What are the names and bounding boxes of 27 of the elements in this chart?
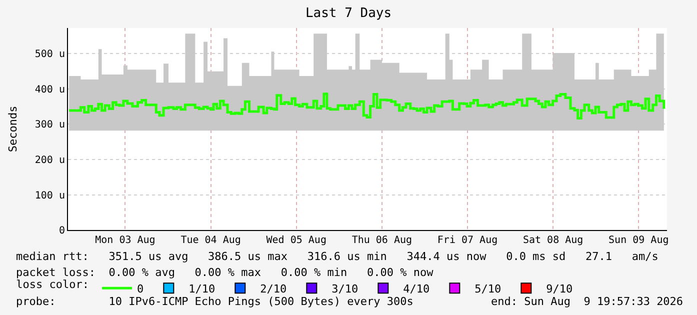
legend-title: loss color: bbox=[16, 278, 90, 291]
legend-label: 3/10 bbox=[332, 282, 358, 296]
legend-label: 2/10 bbox=[260, 282, 287, 296]
x-tick-label: Wed 05 Aug bbox=[266, 235, 326, 246]
x-tick-label: Fri 07 Aug bbox=[437, 235, 498, 246]
x-tick-label: Mon 03 Aug bbox=[95, 235, 156, 246]
text: end: Sun Aug 9 19:57:33 2026 bbox=[491, 295, 684, 308]
y-tick-label: 500 u bbox=[34, 49, 65, 60]
legend-label: 4/10 bbox=[403, 282, 430, 296]
text: packet loss: 0.00 % avg 0.00 % max 0.00 % min 0.00 % now bbox=[16, 266, 434, 279]
y-tick-label: 400 u bbox=[34, 84, 65, 96]
x-tick-label: Sun 09 Aug bbox=[608, 235, 669, 246]
text: probe: 10 IPv6-ICMP Echo Pings (500 Bytes) every 300s bbox=[16, 295, 414, 308]
x-tick-label: Thu 06 Aug bbox=[352, 235, 412, 246]
legend-label: 0 bbox=[137, 282, 144, 296]
y-axis-title: Seconds bbox=[6, 106, 20, 152]
legend-label: 1/10 bbox=[188, 282, 216, 296]
x-tick-label: Tue 04 Aug bbox=[180, 235, 241, 246]
text: median rtt: 351.5 us avg 386.5 us max 316.6 us min 344.4 us now 0.0 ms sd 27.1 am/s bbox=[16, 250, 658, 263]
y-tick-label: 0 bbox=[58, 226, 65, 236]
chart-title: Last 7 Days bbox=[305, 6, 392, 22]
y-tick-label: 100 u bbox=[34, 190, 65, 202]
x-tick-label: Sat 08 Aug bbox=[522, 235, 584, 246]
legend-label: 9/10 bbox=[546, 282, 573, 296]
y-tick-label: 200 u bbox=[34, 154, 65, 166]
y-tick-label: 300 u bbox=[34, 120, 65, 131]
legend-label: 5/10 bbox=[474, 282, 502, 296]
